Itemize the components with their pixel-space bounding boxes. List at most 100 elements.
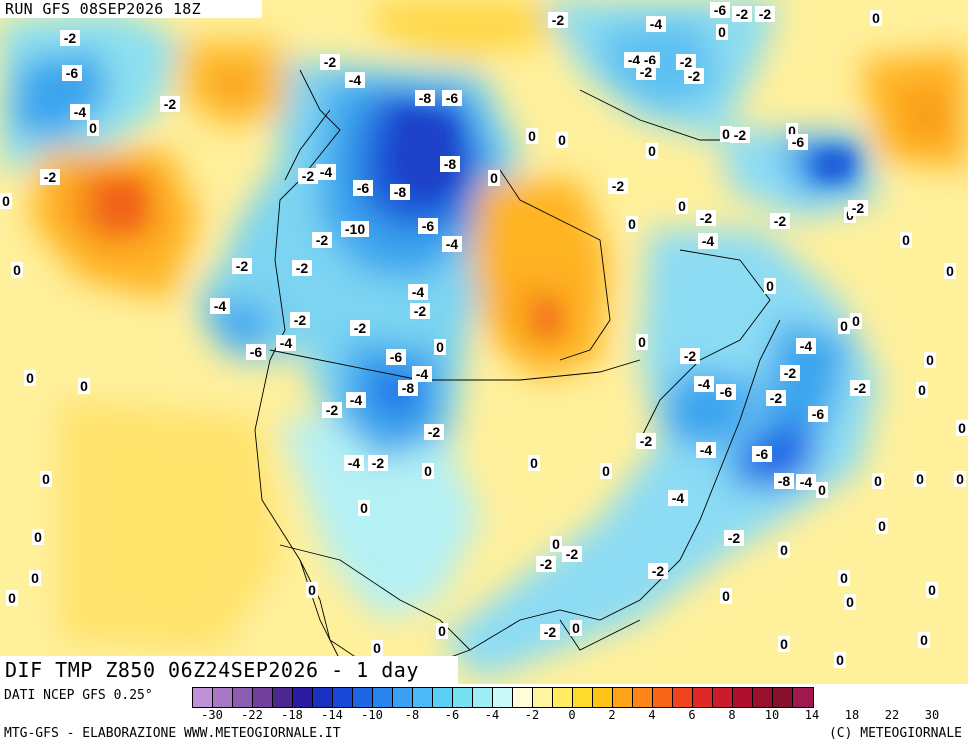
value-label-text: 0 [436, 339, 444, 355]
value-label-bg [32, 529, 44, 545]
value-label-text: 0 [34, 529, 42, 545]
value-label-text: 0 [424, 463, 432, 479]
value-label-text: -2 [612, 178, 625, 194]
value-label-bg [720, 126, 732, 142]
value-label-bg [838, 570, 850, 586]
value-label-bg [780, 365, 800, 381]
value-label-bg [418, 218, 438, 234]
value-label-bg [872, 473, 884, 489]
value-label-text: -4 [412, 284, 425, 300]
value-label-text: -8 [444, 156, 457, 172]
hudson-bay-coast [499, 169, 611, 361]
value-label: 0 [636, 334, 648, 350]
value-label-bg [770, 213, 790, 229]
value-label-text: 0 [874, 473, 882, 489]
value-label: -6 [353, 180, 373, 196]
value-label: -4 [316, 164, 336, 180]
map-canvas: -2-6-40-2-200-2-4-8 -6-2 -4 -8-6 -8-10 -6-4-2… [0, 0, 968, 684]
value-label-text: -4 [214, 298, 227, 314]
value-label: -4 [442, 236, 462, 252]
value-label: -2 [160, 96, 180, 112]
value-label-text: 0 [780, 636, 788, 652]
value-label-bg [834, 652, 846, 668]
value-label-bg [341, 221, 369, 237]
value-label-bg [732, 6, 752, 22]
colorbar-swatch [333, 688, 353, 707]
value-label-bg [358, 500, 370, 516]
value-label-text: -2 [164, 96, 177, 112]
value-label-text: 0 [490, 170, 498, 186]
colorbar-swatch [473, 688, 493, 707]
value-label: -2 [292, 260, 312, 276]
value-label: -2 [848, 200, 868, 216]
value-label: -4 [344, 455, 364, 471]
colorbar-tick-label: 8 [728, 708, 736, 722]
value-label: -4 [412, 366, 432, 382]
value-label-bg [876, 518, 888, 534]
value-label-text: -2 [854, 380, 867, 396]
value-label: -2 [684, 68, 704, 84]
value-label-text: 0 [528, 128, 536, 144]
value-label-bg [40, 169, 60, 185]
value-label: -4 [345, 72, 365, 88]
value-label-text: 0 [722, 588, 730, 604]
value-label-bg [680, 348, 700, 364]
value-label-bg [210, 298, 230, 314]
value-label-text: -4 [672, 490, 685, 506]
value-label-text: 0 [878, 518, 886, 534]
value-label-bg [70, 104, 90, 120]
value-label-bg [290, 312, 310, 328]
value-label-bg [850, 380, 870, 396]
value-label-bg [6, 590, 18, 606]
value-label-text: 0 [628, 216, 636, 232]
value-label-bg [556, 132, 568, 148]
value-label-text: -2 [236, 258, 249, 274]
value-label-bg [62, 65, 82, 81]
value-label: 0 [850, 313, 862, 329]
value-label-bg [548, 12, 568, 28]
value-label-bg [316, 164, 336, 180]
value-label-text: -2 [316, 232, 329, 248]
colorbar-swatch [793, 688, 813, 707]
value-label-text: 0 [766, 278, 774, 294]
colorbar-swatch [773, 688, 793, 707]
value-label-text: -2 [566, 546, 579, 562]
value-label-bg [40, 471, 52, 487]
colorbar-tick-label: -10 [361, 708, 383, 722]
value-label: 0 [29, 570, 41, 586]
value-label-bg [160, 96, 180, 112]
data-source: DATI NCEP GFS 0.25° [4, 688, 153, 703]
colorbar-tick-label: -8 [404, 708, 420, 722]
value-label-text: -4 [698, 376, 711, 392]
value-label: -2 [424, 424, 444, 440]
value-label-text: -2 [759, 6, 772, 22]
value-label-text: 0 [928, 582, 936, 598]
value-label-bg [796, 338, 816, 354]
value-label-text: -8 [402, 380, 415, 396]
value-label: 0 [436, 623, 448, 639]
value-label-text: -4 [702, 233, 715, 249]
value-label-text: 0 [958, 420, 966, 436]
value-label: -2 [232, 258, 252, 274]
colorbar-tick-label: 14 [804, 708, 820, 722]
value-label: 0 [78, 378, 90, 394]
colorbar [192, 687, 814, 708]
value-labels: -2-6-40-2-200-2-4-8 -6-2 -4 -8-6 -8-10 -6-4-2… [0, 2, 968, 668]
value-label-bg [850, 313, 862, 329]
colorbar-tick-label: 2 [608, 708, 616, 722]
value-label-text: -2 [540, 556, 553, 572]
value-label-bg [353, 180, 373, 196]
value-label: -6 [62, 65, 82, 81]
value-label-bg [764, 278, 776, 294]
value-label-bg [944, 263, 956, 279]
value-label: -8 [398, 380, 418, 396]
value-label: 0 [358, 500, 370, 516]
value-label-text: 0 [26, 370, 34, 386]
value-label-text: 0 [918, 382, 926, 398]
value-label: -2 [648, 563, 668, 579]
colorbar-swatch [293, 688, 313, 707]
value-label-bg [371, 640, 383, 656]
colorbar-swatch [693, 688, 713, 707]
value-label-text: -4 [280, 335, 293, 351]
value-label-bg [956, 420, 968, 436]
